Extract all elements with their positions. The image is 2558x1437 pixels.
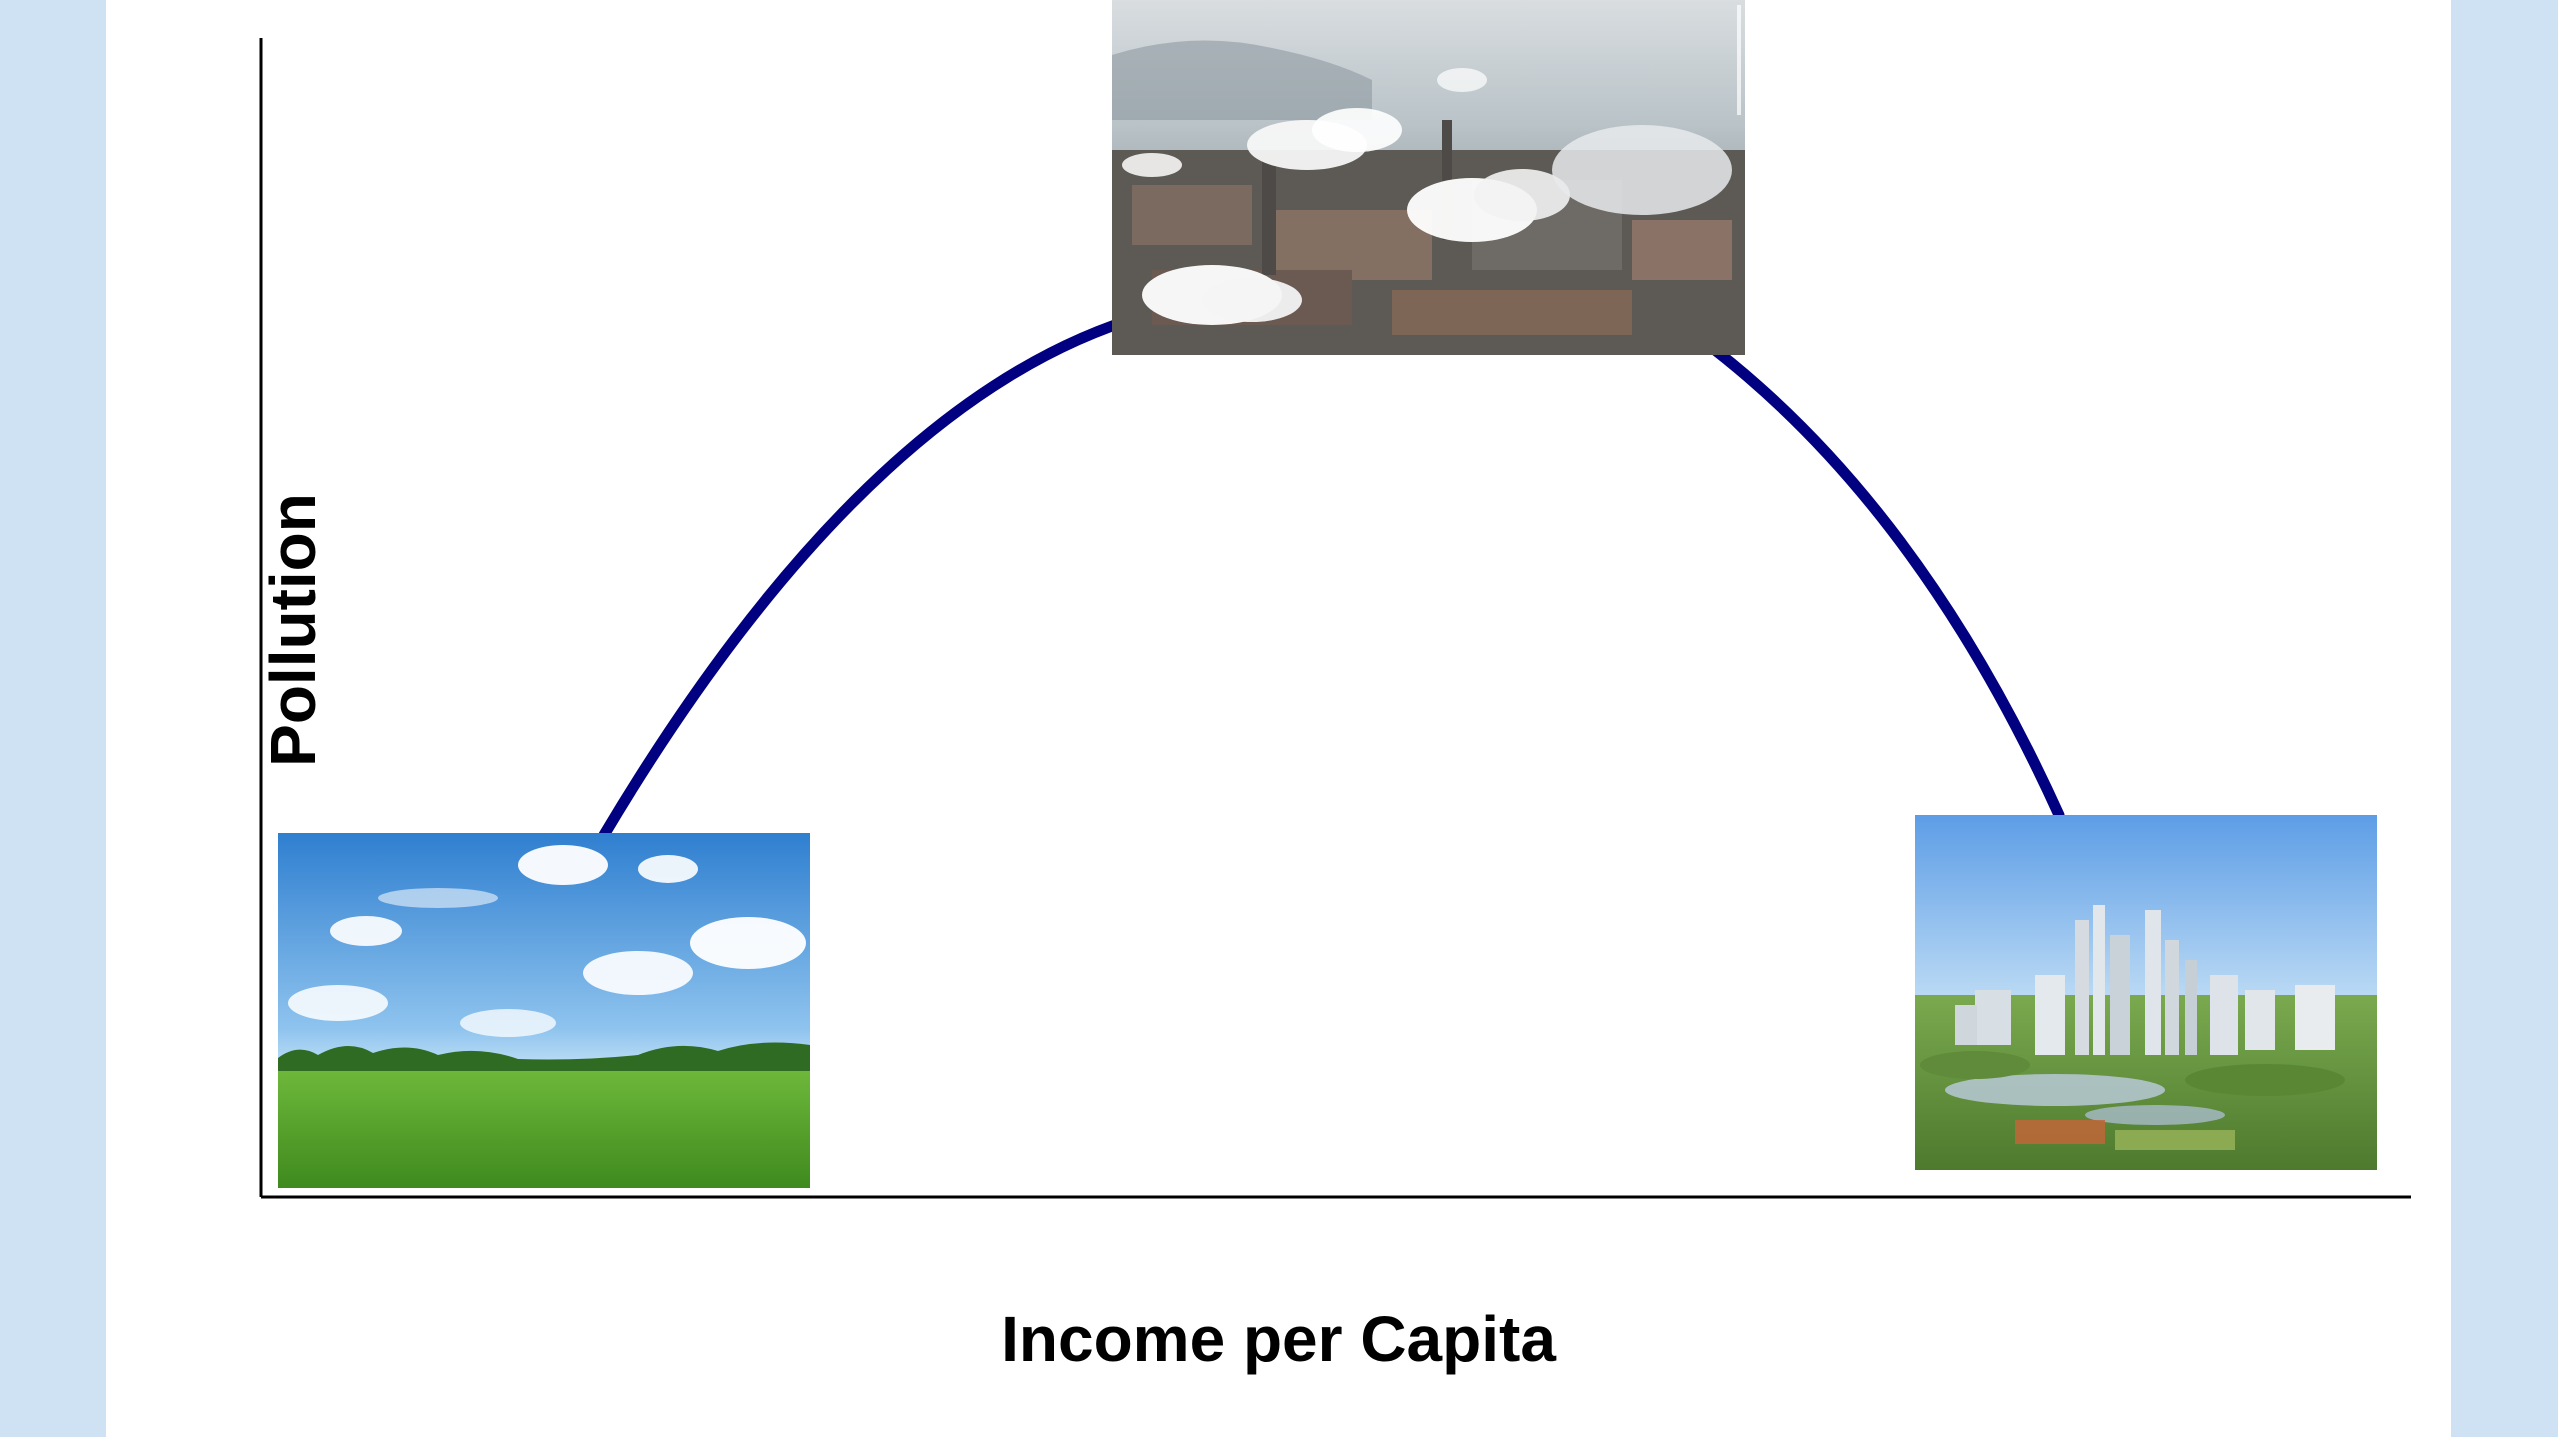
kuznets-diagram <box>259 0 2411 1199</box>
slide: Pollution Income per Capita <box>106 0 2451 1437</box>
y-axis-label: Pollution <box>257 493 329 767</box>
x-axis-label: Income per Capita <box>1001 1303 1556 1375</box>
y-axis-label-container: Pollution <box>253 480 333 780</box>
green-city-image <box>1915 815 2377 1170</box>
kuznets-curve <box>598 289 2065 841</box>
clean-countryside-image <box>278 833 810 1188</box>
industrial-pollution-image <box>1112 0 1745 355</box>
